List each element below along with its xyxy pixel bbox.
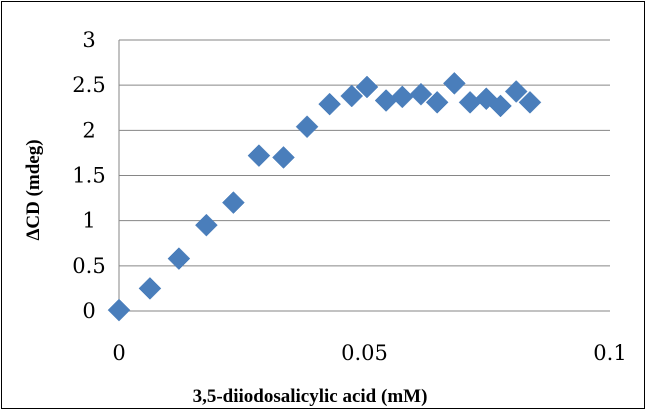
data-point-18 — [489, 94, 512, 118]
data-point-8 — [318, 92, 341, 116]
data-point-3 — [195, 213, 218, 237]
data-point-12 — [390, 85, 414, 109]
y-tick-label: 1.5 — [72, 164, 105, 188]
data-point-4 — [222, 191, 245, 214]
data-point-11 — [374, 89, 398, 112]
data-point-2 — [167, 247, 191, 270]
data-point-15 — [442, 72, 466, 95]
data-point-14 — [425, 90, 449, 114]
data-point-16 — [458, 90, 482, 114]
y-axis-title: ΔCD (mdeg) — [23, 139, 44, 240]
x-tick-label: 0.05 — [341, 341, 388, 365]
data-point-6 — [272, 146, 295, 169]
data-point-17 — [474, 87, 498, 111]
data-point-7 — [295, 115, 319, 139]
data-point-10 — [355, 75, 379, 99]
y-tick-label: 0 — [82, 299, 95, 323]
x-tick-label: 0.1 — [593, 341, 626, 365]
data-point-0 — [107, 298, 131, 322]
data-point-20 — [518, 90, 542, 114]
y-tick-label: 0.5 — [72, 254, 105, 278]
y-tick-label: 3 — [82, 28, 95, 52]
data-point-13 — [409, 82, 433, 106]
data-point-5 — [247, 144, 271, 167]
y-tick-labels: 0 0.5 1 1.5 2 2.5 3 — [72, 28, 105, 323]
y-tick-label: 1 — [82, 209, 95, 233]
data-point-19 — [504, 80, 528, 103]
data-point-1 — [138, 277, 162, 300]
data-point-9 — [340, 84, 364, 108]
x-tick-label: 0 — [112, 341, 125, 365]
data-points — [107, 72, 542, 322]
y-tick-label: 2 — [82, 118, 95, 142]
y-tick-label: 2.5 — [72, 73, 105, 97]
x-tick-labels: 0 0.05 0.1 — [112, 341, 626, 365]
x-axis-title: 3,5-diiodosalicylic acid (mM) — [193, 386, 428, 407]
